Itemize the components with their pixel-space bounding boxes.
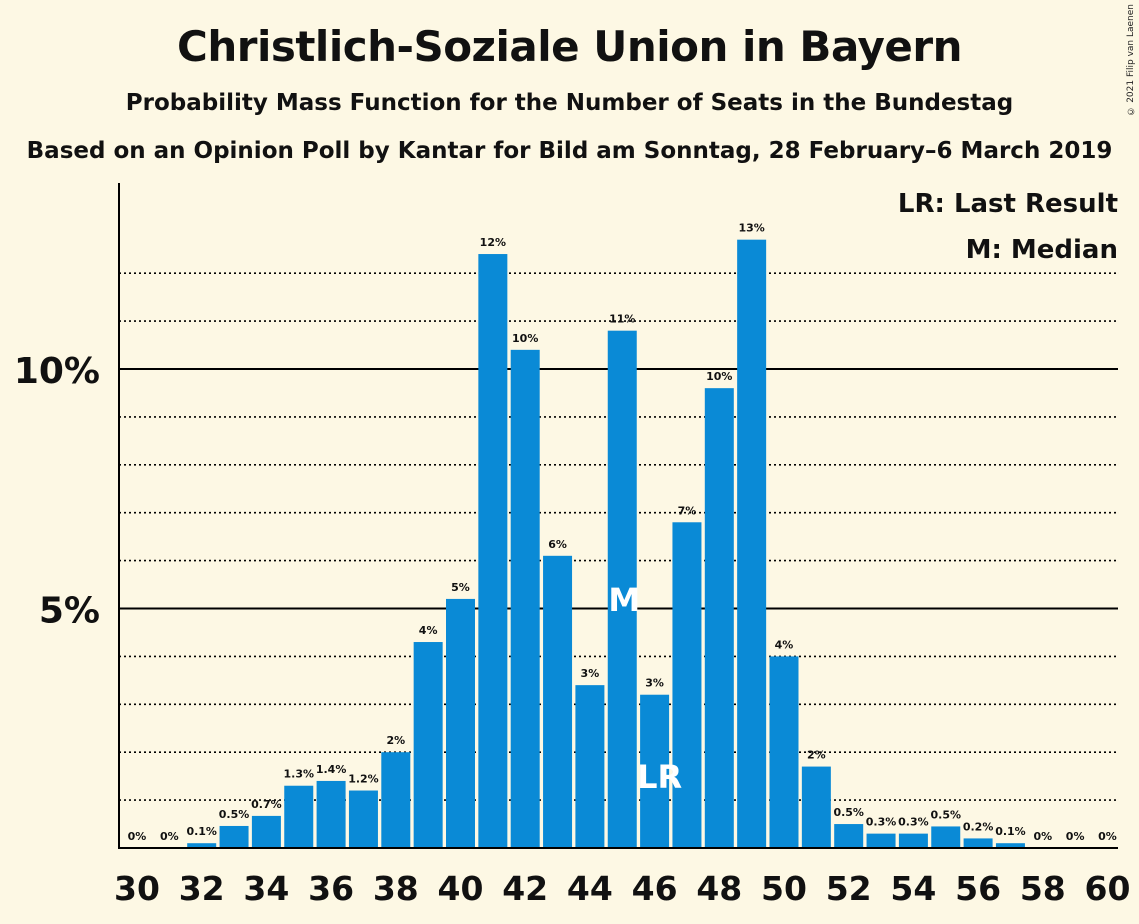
bar-seat-51 [801, 766, 831, 848]
bar-seat-47 [672, 522, 702, 848]
bar-value-label: 2% [807, 749, 826, 762]
bar-value-label: 1.3% [283, 768, 314, 781]
bar-value-label: 0.3% [898, 816, 929, 829]
bar-seat-52 [834, 824, 864, 848]
x-tick-label: 58 [1020, 869, 1066, 908]
bar-value-label: 0% [1066, 830, 1085, 843]
bar-value-label: 0.7% [251, 798, 282, 811]
bar-value-label: 0.5% [833, 806, 864, 819]
last-result-marker: LR [637, 758, 682, 796]
bar-value-label: 0.3% [866, 816, 897, 829]
bar-seat-39 [413, 642, 443, 848]
bar-seat-46 [640, 694, 670, 848]
chart-source-line: Based on an Opinion Poll by Kantar for B… [26, 138, 1113, 164]
y-tick-label: 5% [39, 591, 100, 632]
bar-seat-34 [251, 815, 281, 848]
bar-seat-43 [543, 555, 573, 848]
bar-seat-42 [510, 349, 540, 848]
x-tick-label: 40 [438, 869, 484, 908]
x-tick-label: 46 [632, 869, 678, 908]
bar-value-label: 0.5% [219, 808, 250, 821]
bar-value-label: 0% [128, 830, 147, 843]
bar-value-label: 10% [706, 370, 732, 383]
bar-seat-55 [931, 826, 961, 848]
bar-value-label: 4% [775, 638, 794, 651]
x-tick-label: 56 [955, 869, 1001, 908]
bar-seat-56 [963, 838, 993, 848]
bar-value-label: 0.1% [995, 825, 1026, 838]
chart-subtitle: Probability Mass Function for the Number… [125, 90, 1014, 116]
x-tick-label: 32 [179, 869, 225, 908]
bar-value-label: 0.5% [930, 808, 961, 821]
bar-value-label: 4% [419, 624, 438, 637]
bar-seat-53 [866, 833, 896, 848]
x-tick-label: 48 [696, 869, 742, 908]
bar-value-label: 3% [581, 667, 600, 680]
bar-seat-50 [769, 656, 799, 848]
bar-value-label: 6% [548, 538, 567, 551]
bar-value-label: 13% [738, 222, 764, 235]
bar-seat-45 [607, 330, 637, 848]
legend-entry: LR: Last Result [898, 189, 1118, 219]
bar-seat-41 [478, 254, 508, 849]
bar-value-label: 7% [678, 504, 697, 517]
x-tick-label: 44 [567, 869, 613, 908]
bar-value-label: 10% [512, 332, 538, 345]
bar-value-label: 0.2% [963, 820, 994, 833]
chart-title: Christlich-Soziale Union in Bayern [177, 22, 962, 71]
bar-value-label: 0% [160, 830, 179, 843]
bar-value-label: 0.1% [186, 825, 217, 838]
x-tick-label: 60 [1085, 869, 1131, 908]
bar-value-label: 1.2% [348, 773, 379, 786]
x-tick-label: 36 [308, 869, 354, 908]
bar-seat-37 [348, 790, 378, 848]
bar-value-label: 2% [386, 734, 405, 747]
bar-value-label: 11% [609, 313, 635, 326]
bar-seat-54 [898, 833, 928, 848]
bar-value-label: 3% [645, 677, 664, 690]
bar-seat-49 [737, 239, 767, 849]
y-tick-label: 10% [14, 351, 100, 392]
bar-seat-33 [219, 825, 249, 848]
x-tick-label: 50 [761, 869, 807, 908]
bar-seat-36 [316, 780, 346, 848]
x-tick-label: 54 [890, 869, 936, 908]
bar-seat-40 [446, 598, 475, 848]
bar-value-label: 0% [1033, 830, 1052, 843]
x-tick-label: 52 [826, 869, 872, 908]
x-tick-label: 42 [502, 869, 548, 908]
legend-entry: M: Median [966, 235, 1118, 265]
bar-seat-57 [995, 843, 1025, 848]
bar-value-label: 5% [451, 581, 470, 594]
x-tick-label: 30 [114, 869, 160, 908]
median-marker: M [608, 581, 640, 619]
bar-seat-48 [704, 388, 734, 848]
bar-value-label: 0% [1098, 830, 1117, 843]
x-tick-label: 38 [373, 869, 419, 908]
bar-seat-44 [575, 685, 605, 848]
bar-value-label: 1.4% [316, 763, 347, 776]
bar-seat-32 [187, 843, 217, 848]
bar-seat-38 [381, 752, 411, 848]
x-tick-label: 34 [243, 869, 289, 908]
bar-value-label: 12% [480, 236, 506, 249]
bar-seat-35 [284, 785, 314, 848]
